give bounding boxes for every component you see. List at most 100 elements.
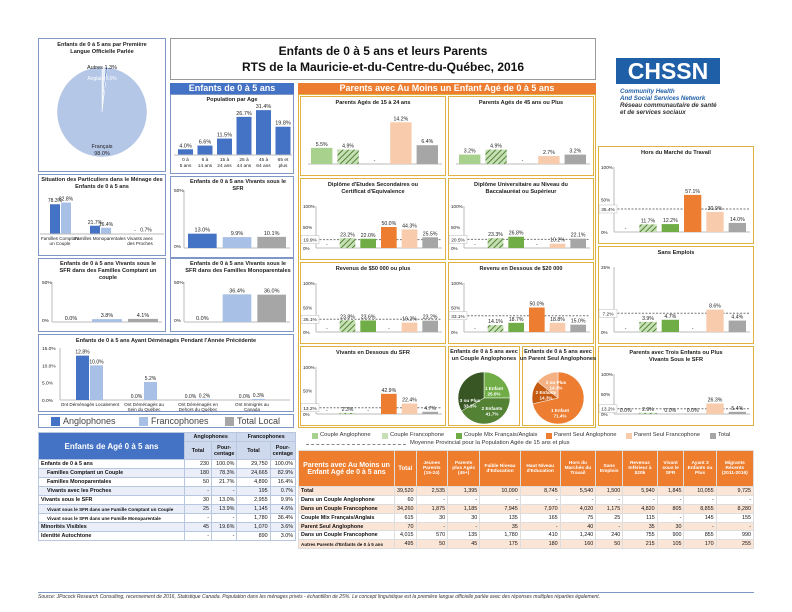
sfr-mono-title: Enfants de 0 à 5 ans Vivants sous le [190, 261, 286, 267]
pdipsec-title: Diplôme d'Etudes Secondaires ou [328, 182, 419, 188]
menage-bar [90, 225, 100, 234]
psfr-title: Vivants en Dessous du SFR [336, 350, 410, 356]
psans-bar [661, 319, 679, 332]
ptrois-ytick: 50% [601, 392, 610, 397]
p50000-ytick: 0% [303, 330, 310, 335]
pmarche-bar [706, 211, 724, 232]
table2-row: Dans un Couple Francophone 4,015 570 135 1,7… [298, 530, 755, 541]
demenage-value: 0.0% [185, 394, 197, 400]
ptrois-value: 5.4% [731, 406, 743, 412]
psans-ytick: 0% [601, 330, 608, 335]
age-bar [275, 126, 291, 155]
sfr-value: 10.1% [264, 231, 280, 237]
ptrois-box [598, 346, 754, 426]
age-tick: 25 à [239, 157, 249, 163]
p45-bar [459, 154, 481, 164]
psfr-ytick: 0% [303, 412, 310, 417]
psans-ytick: 25% [601, 265, 610, 270]
pdipsec-bar [360, 238, 376, 248]
p45-value: 3.2% [464, 149, 476, 155]
legend-swatch-tot [225, 417, 234, 426]
ptrois-bar [728, 411, 746, 414]
p1524-value: 5.5% [316, 142, 328, 148]
psfr-value: 4.7% [424, 406, 436, 412]
pdipuni-value: 22.1% [571, 233, 586, 239]
demenage-bar [76, 355, 89, 400]
pdipsec-ref-box [300, 235, 320, 244]
pdipuni-ref-box [448, 235, 468, 244]
p45-value: - [522, 158, 524, 164]
table1-cell: - [211, 531, 238, 541]
table1-title: Enfants de Agé 0 à 5 ans [38, 432, 185, 460]
pdipuni-ytick: 100% [451, 204, 463, 209]
table1: Enfants de Agé 0 à 5 ans Anglophones Fra… [38, 432, 297, 541]
psans-bar [706, 309, 724, 332]
pdipuni-title: Diplôme Universitaire au Niveau du [474, 182, 568, 188]
psans-bar [639, 321, 657, 332]
menage-tick: un Couple [50, 241, 71, 246]
psfr-value: 2.3% [342, 407, 354, 413]
psans-value: 4.7% [664, 314, 676, 320]
age-value: 31.4% [256, 104, 272, 110]
ptrois-value: 2.9% [642, 407, 654, 413]
age-value: 26.7% [236, 111, 252, 117]
p1524-bar [337, 149, 359, 164]
legend-fra: Francophones [151, 416, 209, 426]
sfr-mono-title: SFR dans des Familles Monoparentales [185, 268, 290, 274]
demenage-bar [144, 381, 157, 400]
pdipuni-ytick: 0% [451, 246, 458, 251]
pdipsec-bar [381, 227, 397, 248]
psfr-value: 42.9% [381, 388, 396, 394]
legend-right: Couple Anglophone Couple Francophone Cou… [306, 432, 754, 452]
pie-lang-title: Enfants de 0 à 5 ans par Première [57, 42, 147, 48]
p50000-bar [401, 322, 418, 332]
psans-value: - [692, 326, 694, 332]
ptrois-value: 0.0% [664, 408, 676, 414]
table2-cell: 45 [447, 539, 481, 550]
sfr-couple-title: couple [99, 275, 117, 281]
pdipsec-value: 23.2% [340, 232, 355, 238]
p50000-value: - [388, 326, 390, 332]
pmarche-value: 57.1% [685, 189, 700, 195]
pieseul-label: 71.4% [553, 414, 566, 419]
p50000-value: 23.2% [423, 315, 438, 321]
legend-pa: Parent Seul Anglophone [554, 432, 617, 438]
table2-header: Haut Niveau d'Education [519, 450, 561, 487]
age-bar [178, 149, 193, 155]
table1-h-total-f: Total [236, 441, 271, 460]
page-title: Enfants de 0 à 5 ans et leurs Parents [278, 44, 488, 58]
piecouple-label: 1 Enfant [485, 386, 504, 391]
demenage-tick: Sein du Québec [128, 407, 162, 412]
ptrois-value: 0.0% [620, 408, 632, 414]
sfr-mono-bar [222, 294, 252, 322]
demenage-value: 10.0% [89, 359, 104, 365]
p1524-value: 14.2% [394, 116, 409, 122]
table2-header: Parents plus Agés (45+) [447, 450, 481, 487]
demenage-bar [252, 398, 265, 400]
pdipsec-ytick: 100% [303, 204, 315, 209]
age-tick: plus [279, 163, 288, 169]
pmarche-value: 14.0% [730, 217, 745, 223]
logo-line1: Community Health [620, 88, 675, 95]
demenage-value: 5.2% [145, 376, 157, 382]
p20000-ytick: 100% [451, 281, 463, 286]
psfr-ytick: 100% [303, 365, 315, 370]
table2-cell: 180 [519, 539, 561, 550]
age-tick: 44 ans [237, 163, 252, 169]
sfr-couple-title: SFR dans des Familles Comptant un [60, 268, 158, 274]
pieseul-slice [537, 371, 559, 399]
psfr-bar [422, 411, 438, 414]
demenage-tick: Ont Déménagés au [124, 402, 164, 407]
psans-bar [728, 320, 746, 332]
age-bar [256, 110, 271, 155]
psans-value: 3.9% [642, 316, 654, 322]
p50000-value: 23.6% [361, 314, 376, 320]
pdipsec-title: Certificat d'Equivalence [341, 189, 404, 195]
p1524-value: - [374, 158, 376, 164]
p20000-bar [529, 307, 545, 332]
piecouple-title: Enfants de 0 à 5 ans avec [450, 349, 518, 355]
pieseul-label: 14.3% [539, 396, 552, 401]
psfr-bar [401, 403, 418, 414]
menage-title: Situation des Particuliers dans le Ménag… [41, 177, 163, 183]
pdipuni-value: 23.3% [488, 232, 503, 238]
